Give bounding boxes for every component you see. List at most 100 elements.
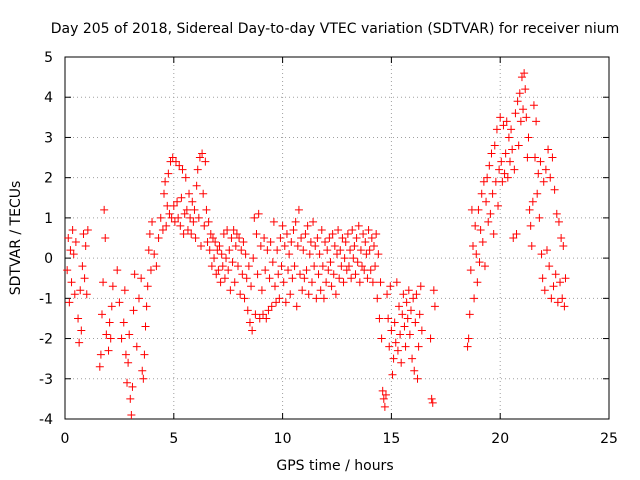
data-point <box>547 294 556 303</box>
data-point <box>225 246 234 255</box>
data-point <box>282 229 291 238</box>
data-point <box>404 286 413 295</box>
data-point <box>146 266 155 275</box>
data-point <box>430 302 439 311</box>
data-point <box>385 342 394 351</box>
data-point <box>130 270 139 279</box>
data-point <box>162 221 171 230</box>
data-point <box>240 294 249 303</box>
data-point <box>465 310 474 319</box>
data-point <box>330 242 339 251</box>
data-point <box>561 274 570 283</box>
y-axis-label: SDTVAR / TECUs <box>8 181 24 296</box>
data-point <box>207 262 216 271</box>
data-point <box>195 153 204 162</box>
data-point <box>245 318 254 327</box>
data-point <box>105 318 114 327</box>
data-point <box>176 221 185 230</box>
data-point <box>496 113 505 122</box>
y-tick-label: 4 <box>44 90 53 106</box>
data-point <box>373 294 382 303</box>
data-point <box>251 310 260 319</box>
grid-lines <box>65 57 609 419</box>
data-point <box>388 370 397 379</box>
data-point <box>342 266 351 275</box>
data-point <box>199 189 208 198</box>
data-point <box>204 217 213 226</box>
data-point <box>323 246 332 255</box>
data-point <box>278 221 287 230</box>
data-point <box>554 217 563 226</box>
data-point <box>517 73 526 82</box>
data-point <box>557 234 566 242</box>
data-point <box>239 238 248 247</box>
data-point <box>536 157 545 166</box>
data-point <box>361 238 370 247</box>
data-point <box>106 334 115 343</box>
data-point <box>331 290 340 299</box>
data-point <box>341 238 350 247</box>
data-point <box>145 229 154 238</box>
data-point <box>265 274 274 283</box>
data-point <box>378 386 387 395</box>
data-point <box>349 254 358 263</box>
data-point <box>137 274 146 283</box>
data-point <box>392 278 401 287</box>
data-point <box>368 278 377 287</box>
data-point <box>362 250 371 259</box>
data-point <box>76 286 85 295</box>
data-point <box>527 242 536 251</box>
data-point <box>212 270 221 279</box>
data-point <box>489 229 498 238</box>
data-point <box>396 330 405 339</box>
data-point <box>552 209 561 218</box>
data-point <box>526 221 535 230</box>
data-point <box>272 298 281 307</box>
data-point <box>428 398 437 407</box>
data-point <box>99 278 108 287</box>
data-point <box>343 229 352 238</box>
data-point <box>417 326 426 335</box>
data-point <box>389 354 398 363</box>
y-tick-label: -4 <box>39 412 53 428</box>
data-point <box>310 262 319 271</box>
data-point <box>77 326 86 335</box>
data-point <box>124 358 133 367</box>
data-point <box>142 302 151 311</box>
data-point <box>63 266 72 275</box>
data-point <box>293 242 302 251</box>
data-point <box>466 266 475 275</box>
data-point <box>355 278 364 287</box>
data-point <box>414 342 423 351</box>
data-point <box>189 217 198 226</box>
data-point <box>327 282 336 291</box>
data-point <box>279 278 288 287</box>
y-tick-label: 5 <box>44 50 53 66</box>
data-point <box>138 366 147 375</box>
data-point <box>490 141 499 150</box>
x-tick-label: 20 <box>491 431 509 447</box>
data-point <box>374 250 383 259</box>
data-point <box>132 342 141 351</box>
data-point <box>553 298 562 307</box>
data-point <box>289 225 298 234</box>
data-point <box>353 258 362 267</box>
data-point <box>70 290 79 299</box>
data-point <box>202 205 211 214</box>
data-point <box>309 217 318 226</box>
data-point <box>170 217 179 226</box>
data-point <box>161 177 170 186</box>
data-point <box>313 234 322 242</box>
data-point <box>488 189 497 198</box>
data-point <box>558 294 567 303</box>
data-point <box>482 197 491 206</box>
data-point <box>395 302 404 311</box>
data-point <box>291 217 300 226</box>
data-point <box>215 242 224 251</box>
data-point <box>79 229 88 238</box>
data-point <box>412 290 421 299</box>
data-point <box>80 274 89 283</box>
data-point <box>494 201 503 210</box>
data-point <box>312 294 321 303</box>
data-point <box>324 266 333 275</box>
